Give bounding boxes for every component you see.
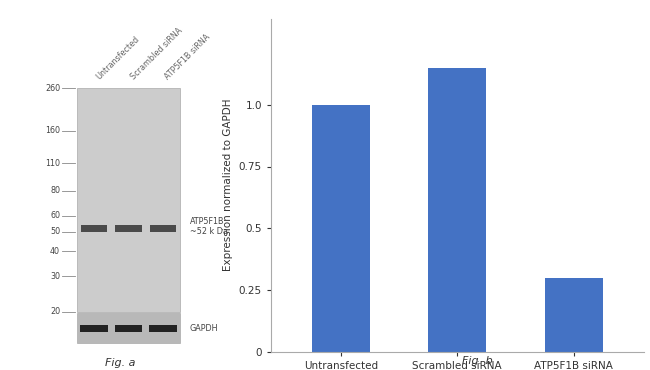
Text: GAPDH: GAPDH	[190, 324, 218, 333]
Bar	[545, 278, 603, 352]
Bar	[428, 68, 486, 351]
Text: 30: 30	[50, 272, 60, 281]
Text: Untransfected: Untransfected	[94, 35, 141, 82]
FancyBboxPatch shape	[77, 313, 180, 343]
Text: 160: 160	[45, 126, 60, 135]
Text: 60: 60	[50, 212, 60, 221]
Text: 50: 50	[50, 227, 60, 236]
FancyBboxPatch shape	[81, 225, 107, 232]
FancyBboxPatch shape	[150, 225, 176, 232]
Text: 80: 80	[50, 186, 60, 195]
FancyBboxPatch shape	[77, 88, 180, 312]
Text: 260: 260	[45, 84, 60, 93]
Text: Scrambled siRNA: Scrambled siRNA	[129, 26, 184, 82]
FancyBboxPatch shape	[150, 325, 177, 332]
Bar	[312, 105, 370, 352]
Text: Fig. b: Fig. b	[462, 356, 493, 366]
Text: ATP5F1B
~52 k Da: ATP5F1B ~52 k Da	[190, 217, 227, 236]
Text: 20: 20	[50, 307, 60, 316]
Text: ATP5F1B siRNA: ATP5F1B siRNA	[163, 33, 212, 82]
Text: 110: 110	[45, 159, 60, 168]
Text: Fig. a: Fig. a	[105, 358, 135, 368]
FancyBboxPatch shape	[115, 325, 142, 332]
Text: 40: 40	[50, 247, 60, 256]
FancyBboxPatch shape	[116, 225, 142, 232]
FancyBboxPatch shape	[81, 325, 108, 332]
Y-axis label: Expression normalized to GAPDH: Expression normalized to GAPDH	[223, 99, 233, 271]
